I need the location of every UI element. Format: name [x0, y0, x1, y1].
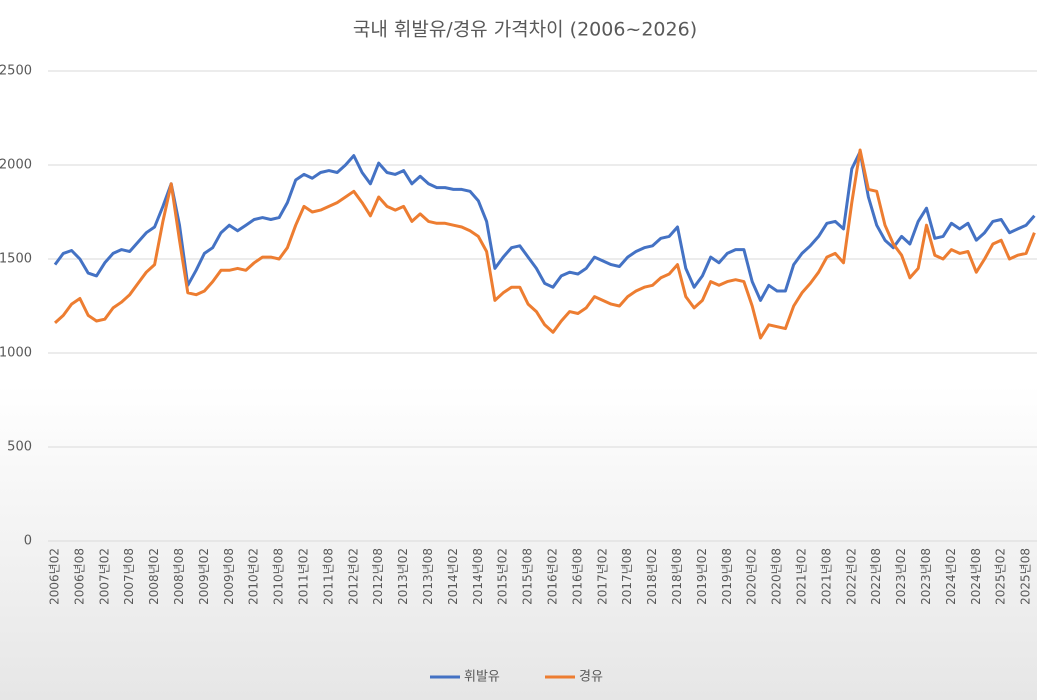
y-tick-label: 1500: [0, 252, 32, 267]
x-tick-label: 2025년02: [994, 548, 1008, 605]
x-tick-label: 2019년02: [695, 548, 709, 605]
legend-label: 경유: [579, 670, 603, 685]
x-tick-label: 2014년02: [446, 548, 460, 605]
x-tick-label: 2006년02: [48, 548, 62, 605]
x-tick-label: 2011년02: [297, 548, 311, 605]
x-tick-label: 2020년08: [770, 548, 784, 605]
x-tick-label: 2019년08: [720, 548, 734, 605]
x-tick-label: 2012년02: [346, 548, 360, 605]
x-tick-label: 2008년08: [172, 548, 186, 605]
x-tick-label: 2015년02: [496, 548, 510, 605]
x-tick-label: 2016년08: [570, 548, 584, 605]
x-tick-label: 2007년08: [122, 548, 136, 605]
x-tick-label: 2007년02: [97, 548, 111, 605]
x-tick-label: 2013년08: [421, 548, 435, 605]
y-tick-label: 1000: [0, 346, 32, 361]
x-tick-label: 2018년02: [645, 548, 659, 605]
x-tick-label: 2022년02: [844, 548, 858, 605]
x-tick-label: 2013년02: [396, 548, 410, 605]
x-tick-label: 2025년08: [1019, 548, 1033, 605]
x-tick-label: 2024년08: [969, 548, 983, 605]
x-tick-label: 2010년02: [247, 548, 261, 605]
y-tick-label: 2000: [0, 158, 32, 173]
x-tick-label: 2018년08: [670, 548, 684, 605]
x-tick-label: 2009년02: [197, 548, 211, 605]
x-tick-label: 2017년08: [620, 548, 634, 605]
y-tick-label: 2500: [0, 64, 32, 79]
x-tick-label: 2009년08: [222, 548, 236, 605]
x-tick-label: 2008년02: [147, 548, 161, 605]
x-tick-label: 2022년08: [869, 548, 883, 605]
x-tick-label: 2020년02: [745, 548, 759, 605]
x-tick-label: 2021년02: [795, 548, 809, 605]
x-tick-label: 2021년08: [819, 548, 833, 605]
x-tick-label: 2012년08: [371, 548, 385, 605]
y-tick-label: 500: [7, 440, 32, 455]
x-tick-label: 2006년08: [72, 548, 86, 605]
series-line: [53, 150, 1036, 302]
x-tick-label: 2014년08: [471, 548, 485, 605]
chart-title: 국내 휘발유/경유 가격차이 (2006~2026): [353, 19, 697, 41]
x-tick-label: 2016년02: [546, 548, 560, 605]
x-tick-label: 2011년08: [321, 548, 335, 605]
x-tick-label: 2024년02: [944, 548, 958, 605]
x-tick-label: 2010년08: [272, 548, 286, 605]
y-tick-label: 0: [24, 534, 32, 549]
legend-label: 휘발유: [464, 670, 500, 685]
series-line: [53, 148, 1036, 340]
x-tick-label: 2023년02: [894, 548, 908, 605]
x-tick-label: 2023년08: [919, 548, 933, 605]
x-tick-label: 2015년08: [521, 548, 535, 605]
x-tick-label: 2017년02: [595, 548, 609, 605]
